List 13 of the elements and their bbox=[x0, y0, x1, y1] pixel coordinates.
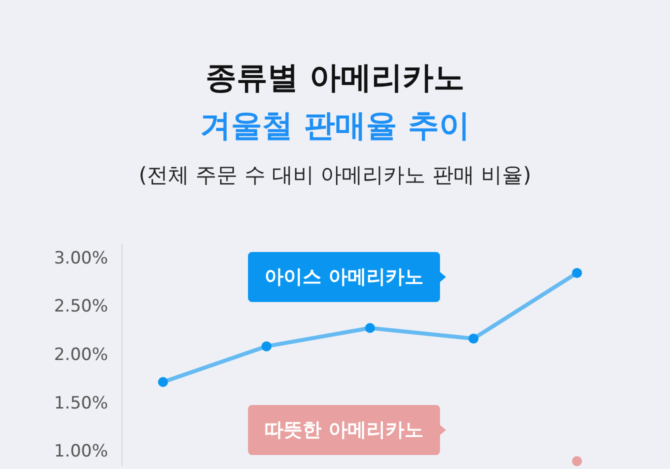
chart-title: 종류별 아메리카노 bbox=[206, 60, 464, 96]
point bbox=[158, 377, 168, 388]
y-tick-label: 3.00% bbox=[54, 248, 108, 268]
text: (전체 주문 수 대비 아메리카노 판매 비율) bbox=[138, 163, 532, 187]
point bbox=[572, 268, 582, 278]
chart-subtitle: 겨울철 판매율 추이 bbox=[200, 108, 470, 144]
y-tick-label: 1.50% bbox=[54, 393, 108, 414]
point bbox=[262, 341, 272, 352]
y-tick-label: 1.00% bbox=[54, 442, 108, 462]
y-tick-label: 2.00% bbox=[54, 345, 108, 365]
point bbox=[365, 322, 375, 333]
point bbox=[468, 334, 478, 344]
y-tick-label: 2.50% bbox=[54, 296, 108, 317]
